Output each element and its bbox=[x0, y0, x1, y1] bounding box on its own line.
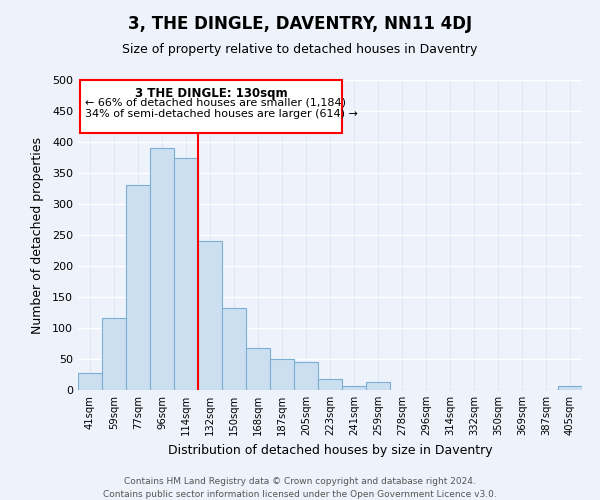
Bar bbox=[78, 374, 102, 390]
Text: Contains HM Land Registry data © Crown copyright and database right 2024.: Contains HM Land Registry data © Crown c… bbox=[124, 478, 476, 486]
Bar bbox=[80, 80, 342, 132]
Bar bbox=[366, 382, 390, 390]
Bar bbox=[222, 308, 246, 390]
Bar bbox=[246, 348, 270, 390]
Bar bbox=[270, 359, 294, 390]
Bar bbox=[126, 186, 150, 390]
Text: 34% of semi-detached houses are larger (614) →: 34% of semi-detached houses are larger (… bbox=[85, 109, 358, 119]
Y-axis label: Number of detached properties: Number of detached properties bbox=[31, 136, 44, 334]
Text: 3, THE DINGLE, DAVENTRY, NN11 4DJ: 3, THE DINGLE, DAVENTRY, NN11 4DJ bbox=[128, 15, 472, 33]
Bar bbox=[342, 386, 366, 390]
Text: ← 66% of detached houses are smaller (1,184): ← 66% of detached houses are smaller (1,… bbox=[85, 98, 346, 108]
X-axis label: Distribution of detached houses by size in Daventry: Distribution of detached houses by size … bbox=[167, 444, 493, 456]
Bar bbox=[294, 362, 318, 390]
Bar bbox=[174, 158, 198, 390]
Bar bbox=[150, 148, 174, 390]
Text: 3 THE DINGLE: 130sqm: 3 THE DINGLE: 130sqm bbox=[135, 88, 287, 101]
Text: Contains public sector information licensed under the Open Government Licence v3: Contains public sector information licen… bbox=[103, 490, 497, 499]
Bar bbox=[318, 379, 342, 390]
Bar bbox=[198, 241, 222, 390]
Text: Size of property relative to detached houses in Daventry: Size of property relative to detached ho… bbox=[122, 42, 478, 56]
Bar bbox=[102, 318, 126, 390]
Bar bbox=[558, 386, 582, 390]
